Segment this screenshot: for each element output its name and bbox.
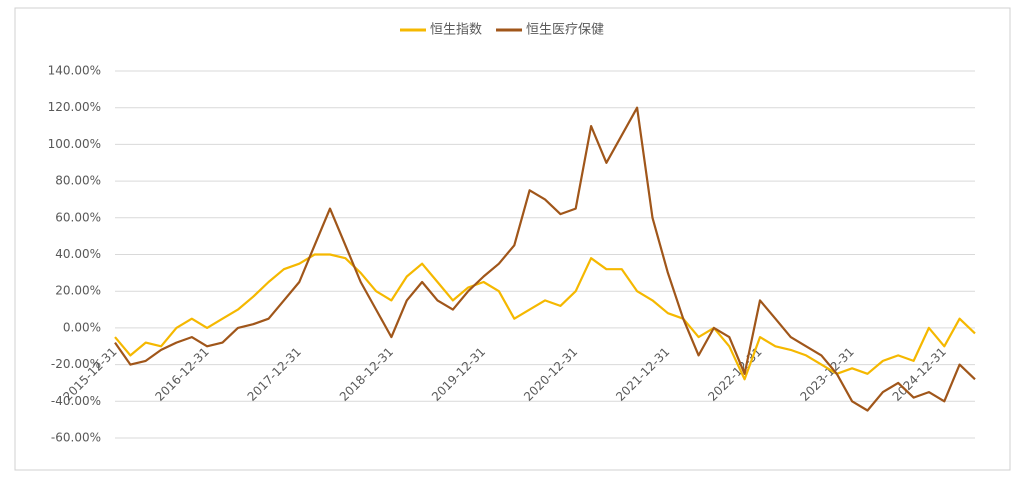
legend: 恒生指数 恒生医疗保健 bbox=[400, 23, 604, 38]
y-tick-label: 80.00% bbox=[55, 174, 101, 188]
y-tick-label: -60.00% bbox=[51, 431, 101, 445]
legend-label: 恒生医疗保健 bbox=[526, 23, 604, 38]
y-tick-label: 20.00% bbox=[55, 284, 101, 298]
y-tick-label: 60.00% bbox=[55, 210, 101, 224]
y-tick-label: -20.00% bbox=[51, 357, 101, 371]
y-tick-label: 100.00% bbox=[48, 137, 101, 151]
y-tick-label: 0.00% bbox=[63, 320, 101, 334]
legend-label: 恒生指数 bbox=[430, 23, 482, 38]
y-tick-label: 40.00% bbox=[55, 247, 101, 261]
y-tick-label: 120.00% bbox=[48, 100, 101, 114]
y-tick-label: -40.00% bbox=[51, 394, 101, 408]
line-series bbox=[114, 106, 976, 412]
chart-frame bbox=[14, 7, 1011, 471]
y-tick-label: 140.00% bbox=[48, 64, 101, 78]
line-series bbox=[114, 253, 976, 381]
